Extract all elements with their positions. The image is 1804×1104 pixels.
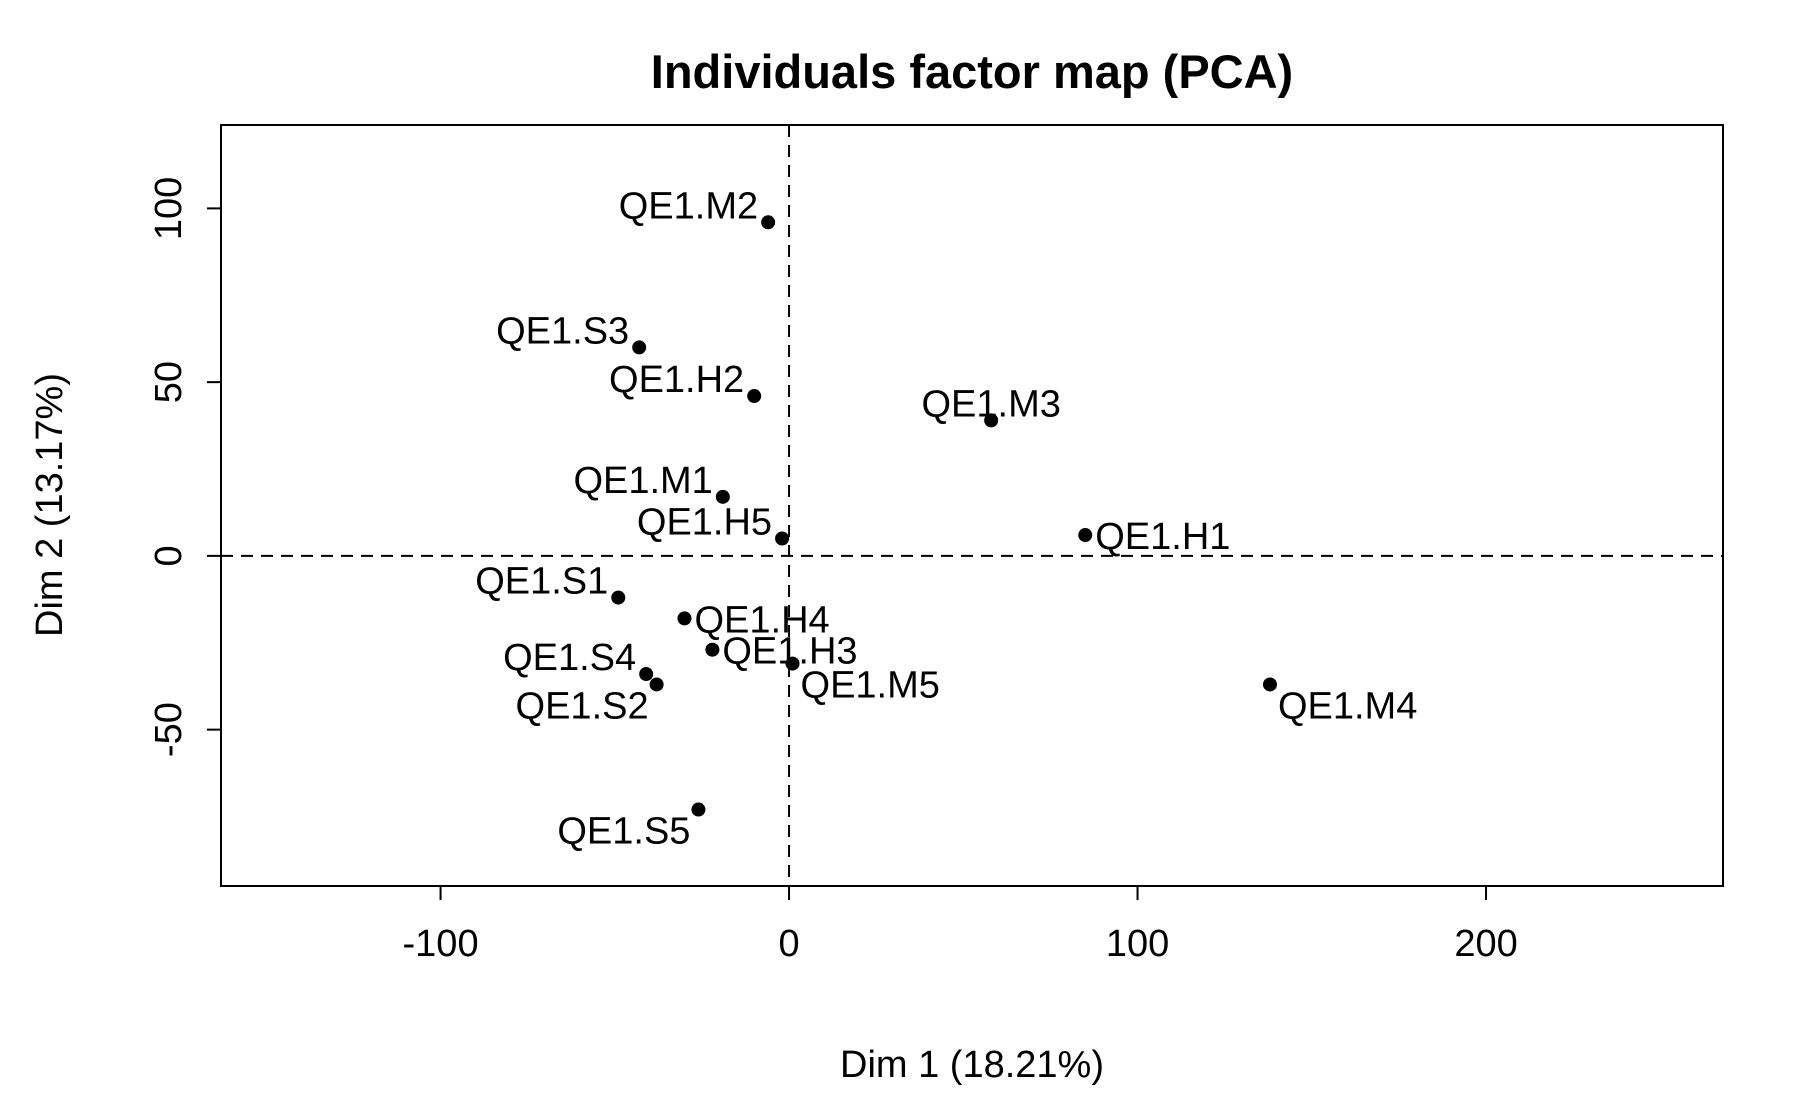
data-point	[747, 389, 762, 404]
point-label: QE1.M5	[801, 665, 940, 707]
point-label: QE1.M4	[1278, 685, 1417, 727]
plot-frame	[220, 124, 1724, 887]
y-tick-label: 100	[148, 177, 190, 240]
x-axis: -100 0 100 200	[403, 885, 1518, 965]
x-tick-label: 100	[1106, 923, 1169, 965]
data-point	[984, 413, 999, 428]
data-point	[677, 611, 692, 626]
x-axis-label: Dim 1 (18.21%)	[840, 1044, 1104, 1086]
x-tick-label: 200	[1454, 923, 1517, 965]
data-point	[1078, 528, 1093, 543]
data-point	[632, 340, 647, 355]
data-point	[775, 531, 790, 546]
data-point	[705, 642, 720, 657]
data-point	[761, 215, 776, 230]
point-label: QE1.S5	[557, 811, 690, 853]
data-point	[785, 656, 800, 671]
point-label: QE1.H2	[609, 359, 744, 401]
data-point	[691, 802, 706, 817]
data-point	[611, 590, 626, 605]
point-label: QE1.M1	[573, 460, 712, 502]
y-axis: -50 0 50 100	[148, 177, 222, 757]
point-label: QE1.S3	[496, 310, 629, 352]
y-tick-label: 0	[148, 545, 190, 566]
chart-title: Individuals factor map (PCA)	[651, 45, 1293, 98]
point-label: QE1.H5	[637, 502, 772, 544]
data-point	[715, 489, 730, 504]
point-label: QE1.M2	[619, 185, 758, 227]
point-label: QE1.M3	[921, 383, 1060, 425]
y-tick-label: -50	[148, 702, 190, 757]
data-point	[639, 667, 654, 682]
point-label: QE1.S2	[516, 685, 649, 727]
point-label: QE1.H4	[694, 599, 829, 641]
point-label: QE1.S4	[503, 637, 636, 679]
x-tick-label: -100	[403, 923, 479, 965]
data-point	[649, 677, 664, 692]
x-tick-label: 0	[778, 923, 799, 965]
y-axis-label: Dim 2 (13.17%)	[29, 373, 71, 637]
reference-lines	[221, 125, 1723, 886]
point-label: QE1.H1	[1095, 516, 1230, 558]
y-tick-label: 50	[148, 361, 190, 403]
point-label: QE1.S1	[475, 561, 608, 603]
data-point	[1262, 677, 1277, 692]
